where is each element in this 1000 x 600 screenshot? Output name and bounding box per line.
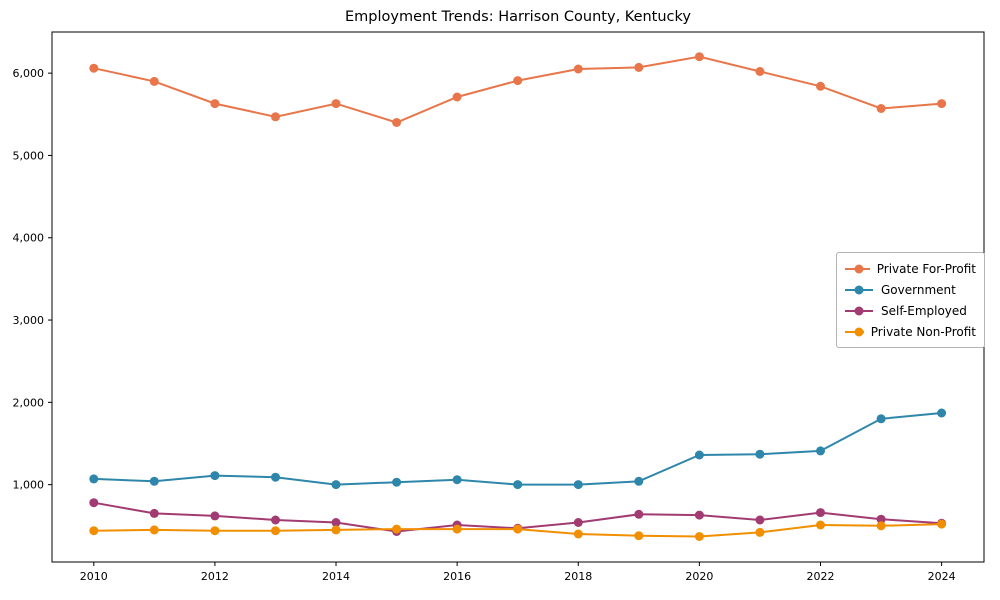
data-point-private-non-profit-2024 [937,519,947,529]
data-point-private-for-profit-2019 [634,62,644,72]
legend-label: Private Non-Profit [870,324,976,339]
data-point-self-employed-2013 [271,515,280,525]
y-tick-label: 4,000 [13,232,45,245]
data-point-private-for-profit-2010 [89,63,99,73]
x-tick-label: 2016 [443,570,471,583]
data-point-private-for-profit-2014 [331,99,341,109]
x-tick-label: 2010 [80,570,108,583]
legend-marker-self-employed [845,306,873,315]
data-point-private-non-profit-2016 [452,524,462,534]
data-point-self-employed-2023 [876,514,886,524]
data-point-private-non-profit-2010 [89,526,99,536]
y-tick-label: 1,000 [13,479,45,492]
data-point-private-for-profit-2017 [513,76,523,86]
legend-label: Government [881,282,956,297]
data-point-private-for-profit-2015 [392,118,402,127]
data-point-private-non-profit-2014 [331,525,341,535]
data-point-private-for-profit-2023 [876,104,886,113]
legend: Private For-Profit Government Self-Employe… [836,252,985,348]
legend-label: Self-Employed [881,303,967,318]
data-point-private-non-profit-2011 [149,525,159,535]
data-point-private-for-profit-2013 [271,112,280,122]
series-private-for-profit [89,52,947,127]
x-tick-label: 2012 [201,570,229,583]
data-point-self-employed-2020 [694,510,704,520]
data-point-government-2013 [271,472,280,482]
data-point-government-2010 [89,474,99,484]
data-point-private-non-profit-2019 [634,531,644,541]
y-tick-label: 3,000 [13,314,45,327]
data-point-government-2024 [937,408,947,418]
data-point-self-employed-2011 [149,508,159,518]
data-point-self-employed-2021 [755,515,765,525]
series-government [89,408,947,490]
y-tick-label: 6,000 [13,67,45,80]
data-point-private-non-profit-2020 [694,532,704,541]
data-point-government-2011 [149,476,159,486]
data-point-government-2022 [816,446,825,456]
data-point-private-for-profit-2020 [694,52,704,62]
legend-marker-private-for-profit [845,264,870,273]
x-tick-label: 2014 [322,570,350,583]
data-point-government-2019 [634,476,644,486]
legend-label: Private For-Profit [876,261,976,276]
data-point-private-non-profit-2015 [392,524,402,534]
legend-marker-private-non-profit [845,327,864,336]
data-point-private-for-profit-2012 [210,99,220,109]
legend-item-private-for-profit: Private For-Profit [844,259,976,279]
data-point-government-2017 [513,480,523,490]
data-point-private-for-profit-2016 [452,92,462,102]
data-point-private-for-profit-2021 [755,67,765,76]
x-tick-label: 2024 [928,570,956,583]
data-point-private-for-profit-2018 [573,64,583,74]
data-point-government-2015 [392,477,402,487]
y-tick-label: 2,000 [13,396,45,409]
data-point-self-employed-2022 [816,508,825,518]
x-tick-label: 2018 [564,570,592,583]
data-point-private-non-profit-2022 [816,520,825,530]
data-point-private-non-profit-2018 [573,529,583,539]
data-point-government-2014 [331,480,341,490]
data-point-self-employed-2014 [331,518,341,527]
data-point-private-non-profit-2017 [513,524,523,534]
data-point-self-employed-2019 [634,509,644,519]
legend-item-private-non-profit: Private Non-Profit [844,322,976,342]
data-point-private-non-profit-2023 [876,521,886,531]
series-private-non-profit [89,519,947,541]
data-point-private-for-profit-2011 [149,76,159,86]
data-point-private-non-profit-2012 [210,526,220,536]
legend-item-self-employed: Self-Employed [844,301,976,321]
data-point-self-employed-2012 [210,511,220,521]
data-point-government-2018 [573,480,583,490]
data-point-government-2020 [694,450,704,460]
legend-marker-government [845,285,873,294]
data-point-government-2021 [755,449,765,459]
data-point-private-non-profit-2021 [755,527,765,537]
data-point-private-non-profit-2013 [271,526,280,536]
data-point-private-for-profit-2024 [937,99,947,109]
data-point-government-2016 [452,475,462,485]
data-point-government-2023 [876,414,886,424]
x-tick-label: 2020 [685,570,713,583]
data-point-private-for-profit-2022 [816,81,825,91]
x-tick-label: 2022 [806,570,834,583]
y-tick-label: 5,000 [13,149,45,162]
legend-item-government: Government [844,280,976,300]
data-point-self-employed-2010 [89,498,99,508]
chart-title: Employment Trends: Harrison County, Kent… [344,9,691,25]
data-point-self-employed-2018 [573,518,583,527]
data-point-government-2012 [210,471,220,481]
